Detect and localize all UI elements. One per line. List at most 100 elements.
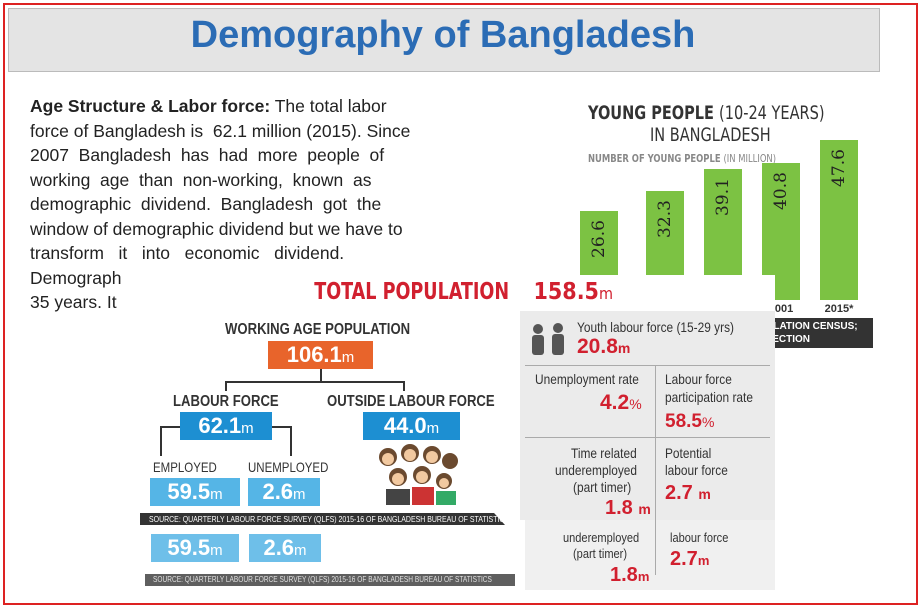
potential-label: labour force xyxy=(665,462,728,478)
unemployed-box: 2.6m xyxy=(248,478,320,506)
underemployed-label: underemployed xyxy=(555,462,637,478)
chart-title-line2: IN BANGLADESH xyxy=(650,124,771,146)
participation-label: Labour force xyxy=(665,371,732,387)
divider xyxy=(525,365,770,366)
underemployed-value: 1.8 m xyxy=(605,497,651,520)
paragraph-line: 2007 Bangladesh has had more people of xyxy=(30,145,384,166)
title-text: TOTAL POPULATION xyxy=(314,279,509,305)
unit: m xyxy=(698,553,710,568)
paragraph-line: 35 years. It xyxy=(30,292,117,313)
total: 158.5 xyxy=(534,279,599,305)
chart-title-paren: (10-24 YEARS) xyxy=(719,102,824,124)
unit: m xyxy=(638,501,650,517)
value: 62.1 xyxy=(198,413,241,438)
value: 4.2 xyxy=(600,391,629,414)
title: Demography of Bangladesh xyxy=(8,14,878,57)
ghost-text: (part timer) xyxy=(573,546,627,562)
label: EMPLOYED xyxy=(153,459,217,475)
ghost-text: labour force xyxy=(670,530,728,546)
paragraph-line: window of demographic dividend but we ha… xyxy=(30,219,403,240)
percent: % xyxy=(702,414,714,430)
youth-value: 20.8m xyxy=(577,335,630,359)
source: SOURCE: QUARTERLY LABOUR FORCE SURVEY (Q… xyxy=(149,514,509,524)
bar-value: 26.6 xyxy=(589,217,609,261)
potential-label: Potential xyxy=(665,445,711,461)
infographic: TOTAL POPULATION 158.5m WORKING AGE POPU… xyxy=(135,275,775,520)
unemployment-value: 4.2% xyxy=(600,391,642,415)
tree-line xyxy=(225,381,227,391)
chart-title-main: YOUNG PEOPLE xyxy=(588,102,714,124)
ghost-text: underemployed xyxy=(563,530,639,546)
label: LABOUR FORCE xyxy=(173,393,279,411)
potential-value: 2.7 m xyxy=(665,482,711,505)
paragraph-line: force of Bangladesh is 62.1 million (201… xyxy=(30,121,410,142)
lead: Age Structure & Labor force: xyxy=(30,96,270,116)
value: 2.7 xyxy=(670,548,698,570)
employed-box: 59.5m xyxy=(150,478,240,506)
ghost-value: 2.7m xyxy=(670,548,709,571)
ghost-value: 1.8m xyxy=(610,564,649,587)
unit: m xyxy=(618,340,630,356)
value: 20.8 xyxy=(577,335,618,358)
unit: m xyxy=(293,486,306,503)
bar-value: 47.6 xyxy=(829,146,849,190)
participation-value: 58.5% xyxy=(665,411,714,433)
people-icon xyxy=(370,443,465,505)
bar-value: 39.1 xyxy=(713,175,733,219)
chart-title: YOUNG PEOPLE (10-24 YEARS) xyxy=(588,102,825,124)
unit: m xyxy=(427,420,440,437)
tree-line xyxy=(272,426,292,428)
infographic-title: TOTAL POPULATION 158.5m xyxy=(135,279,775,305)
value: 1.8 xyxy=(605,497,633,519)
tree-line xyxy=(290,426,292,456)
value: 59.5 xyxy=(167,479,210,504)
unit: m xyxy=(210,486,223,503)
slide: Demography of Bangladesh YOUNG PEOPLE (1… xyxy=(0,0,921,607)
underemployed-label: Time related xyxy=(571,445,637,461)
tree-line xyxy=(320,369,322,381)
label: WORKING AGE POPULATION xyxy=(225,321,410,339)
chart-subtitle-main: NUMBER OF YOUNG PEOPLE xyxy=(588,152,721,165)
ghost-box: 59.5m xyxy=(151,534,239,562)
paragraph-line: working age than non-working, known as xyxy=(30,170,371,191)
working-age-box: 106.1m xyxy=(268,341,373,369)
value: 106.1 xyxy=(287,342,342,367)
paragraph-line: Demograph xyxy=(30,268,121,289)
ghost-panel: underemployed (part timer) 1.8m labour f… xyxy=(525,520,775,590)
unit: m xyxy=(294,542,307,559)
value: 44.0 xyxy=(384,413,427,438)
paragraph-line: transform it into economic dividend. xyxy=(30,243,344,264)
divider xyxy=(655,365,656,520)
paragraph-line: demographic dividend. Bangladesh got the xyxy=(30,194,381,215)
label: OUTSIDE LABOUR FORCE xyxy=(327,393,495,411)
chart-subtitle: NUMBER OF YOUNG PEOPLE (IN MILLION) xyxy=(588,152,776,165)
labour-force-box: 62.1m xyxy=(180,412,272,440)
unit: m xyxy=(638,569,650,584)
underemployed-label: (part timer) xyxy=(573,479,631,495)
value: 59.5 xyxy=(167,535,210,560)
x-tick-label: 2015* xyxy=(814,303,864,315)
participation-label: participation rate xyxy=(665,389,753,405)
divider xyxy=(655,520,656,575)
unit: m xyxy=(241,420,254,437)
unemployment-label: Unemployment rate xyxy=(535,371,639,387)
value: 2.6 xyxy=(263,535,294,560)
unit: m xyxy=(210,542,223,559)
unit: m xyxy=(342,349,355,366)
tree-line xyxy=(403,381,405,391)
ghost-source: SOURCE: QUARTERLY LABOUR FORCE SURVEY (Q… xyxy=(153,575,492,584)
value: 58.5 xyxy=(665,411,702,432)
unit: m xyxy=(698,486,710,502)
divider xyxy=(525,437,770,438)
ghost-strip: EMPLOYED UNEMPLOYED 59.5m 2.6m SOURCE: Q… xyxy=(145,520,525,590)
youth-label: Youth labour force (15-29 yrs) xyxy=(577,319,734,335)
percent: % xyxy=(629,396,641,412)
bar-value: 32.3 xyxy=(655,197,675,241)
outside-box: 44.0m xyxy=(363,412,460,440)
unit: m xyxy=(599,284,613,303)
tree-line xyxy=(160,426,162,456)
label: UNEMPLOYED xyxy=(248,459,328,475)
tree-line xyxy=(225,381,405,383)
value: 2.6 xyxy=(262,479,293,504)
bar-value: 40.8 xyxy=(771,169,791,213)
